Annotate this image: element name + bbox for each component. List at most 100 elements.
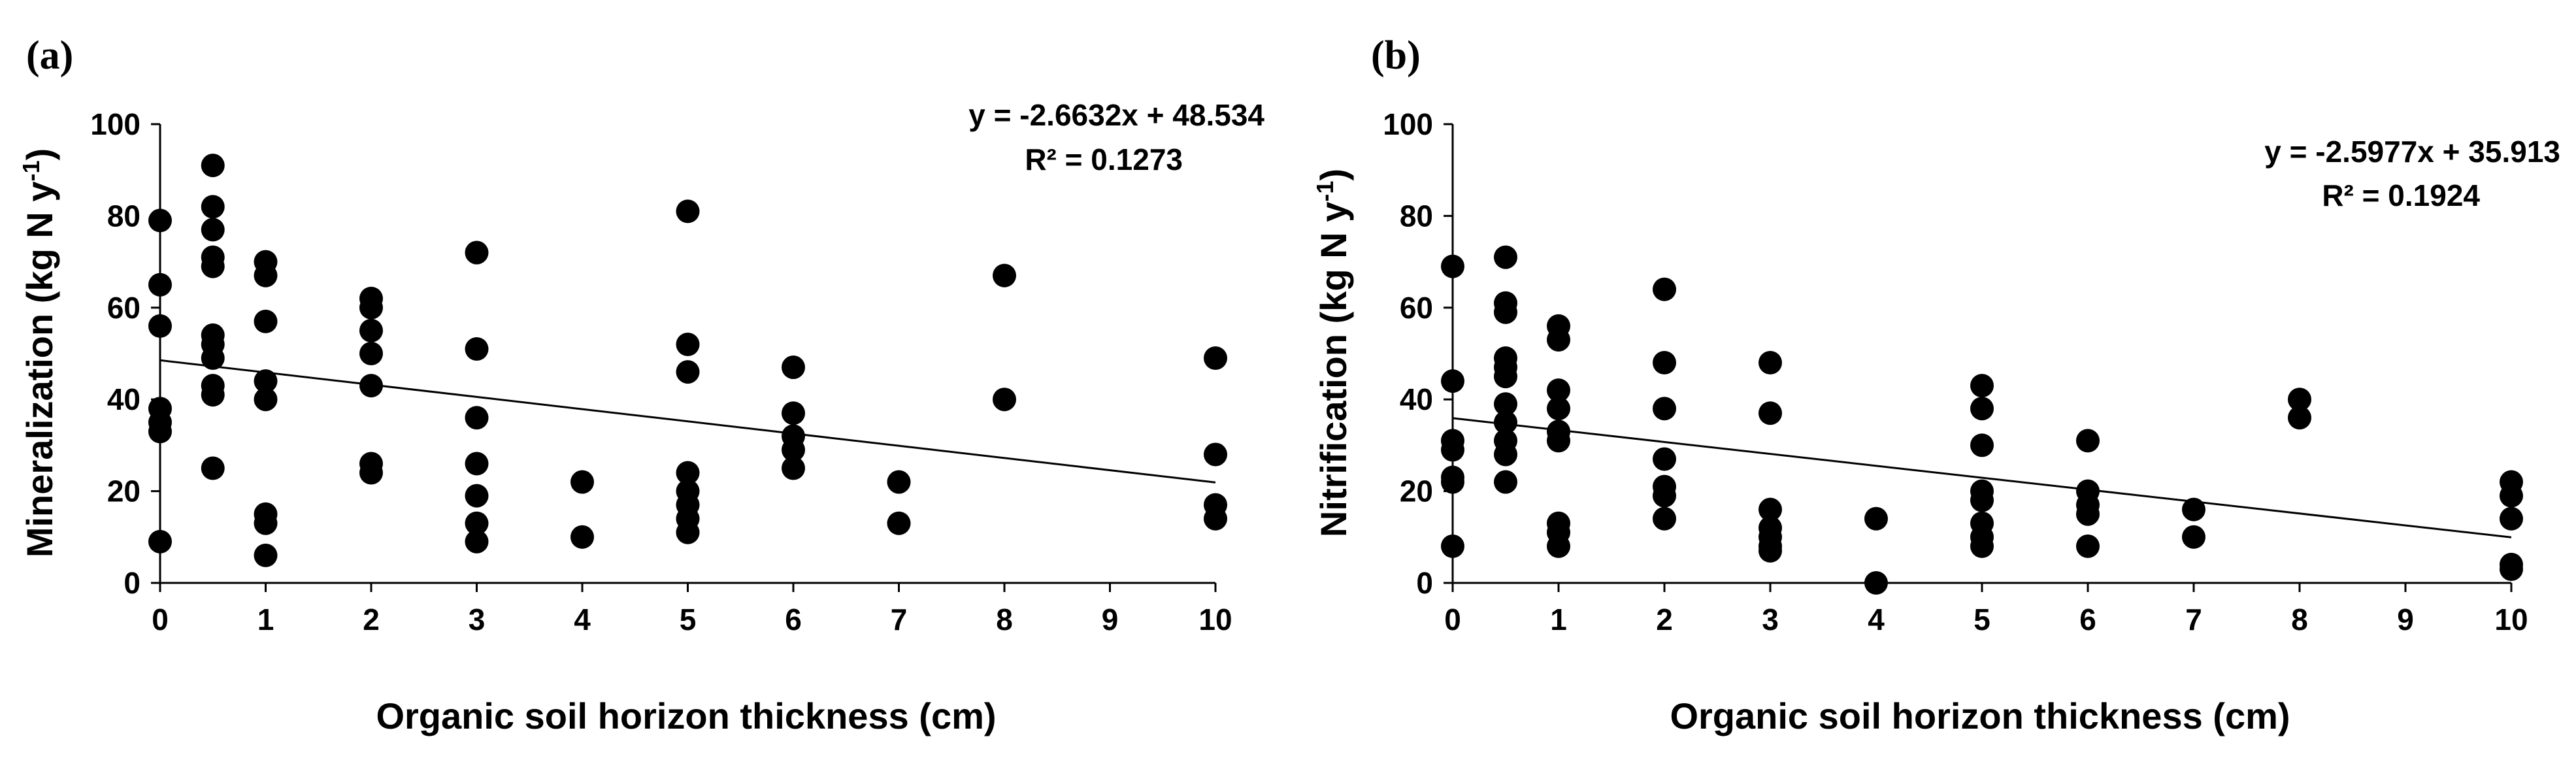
data-point (2288, 388, 2311, 412)
data-point (1970, 397, 1994, 421)
data-point (1970, 374, 1994, 398)
data-point (782, 438, 805, 462)
data-point (2076, 429, 2100, 453)
data-point (2076, 534, 2100, 558)
data-point (465, 337, 489, 361)
data-point (1494, 365, 1517, 389)
data-point (1547, 397, 1570, 421)
data-point (148, 208, 172, 233)
data-point (254, 263, 278, 288)
data-point (2500, 484, 2523, 508)
y-tick-label: 20 (1400, 474, 1433, 508)
data-point (1759, 497, 1782, 521)
data-point (465, 240, 489, 265)
data-point (887, 470, 911, 494)
data-point (1759, 351, 1782, 375)
x-tick-label: 2 (1656, 603, 1673, 636)
data-point (1970, 488, 1994, 512)
data-point (254, 543, 278, 567)
x-tick-label: 4 (1868, 603, 1885, 636)
data-point (254, 369, 278, 393)
data-point (1759, 401, 1782, 425)
data-point (148, 529, 172, 553)
data-point (1864, 506, 1888, 531)
data-point (359, 318, 383, 342)
data-point (1494, 470, 1517, 494)
data-point (254, 511, 278, 535)
x-tick-label: 9 (2397, 603, 2414, 636)
data-point (2500, 506, 2523, 531)
x-tick-label: 8 (2291, 603, 2308, 636)
r-squared-label: R² = 0.1273 (1025, 142, 1183, 176)
data-point (1547, 327, 1570, 352)
trendline-equation: y = -2.6632x + 48.534 (968, 98, 1264, 132)
data-point (465, 511, 489, 535)
data-point (1653, 484, 1676, 508)
trendline (1452, 417, 2512, 538)
y-tick-label: 40 (1400, 382, 1433, 416)
data-point (1547, 378, 1570, 403)
data-point (359, 461, 383, 485)
data-point (148, 273, 172, 297)
data-point (782, 401, 805, 425)
data-point (782, 355, 805, 380)
data-point (2500, 557, 2523, 581)
data-point (993, 388, 1016, 412)
data-point (148, 314, 172, 338)
data-point (1441, 534, 1464, 558)
x-tick-label: 0 (1444, 603, 1461, 636)
data-point (1970, 433, 1994, 457)
data-point (676, 520, 700, 544)
data-point (1204, 442, 1227, 467)
data-point (887, 511, 911, 535)
y-tick-label: 100 (90, 107, 140, 141)
data-point (465, 452, 489, 476)
trendline (159, 359, 1216, 484)
x-axis-title: Organic soil horizon thickness (cm) (376, 695, 996, 736)
x-tick-label: 5 (680, 603, 697, 636)
y-tick-label: 100 (1383, 107, 1433, 141)
data-point (1494, 392, 1517, 416)
data-point (465, 529, 489, 553)
data-point (2076, 502, 2100, 526)
y-axis-title: Nitrification (kg N y-1) (1312, 169, 1354, 537)
x-tick-label: 9 (1102, 603, 1119, 636)
panel-label: (b) (1371, 33, 1421, 78)
data-point (1547, 534, 1570, 558)
data-point (201, 383, 225, 407)
data-point (676, 360, 700, 384)
data-point (1653, 447, 1676, 471)
x-tick-label: 10 (1198, 603, 1232, 636)
data-point (1494, 300, 1517, 324)
data-point (1970, 534, 1994, 558)
y-tick-label: 60 (1400, 291, 1433, 325)
data-point (1494, 442, 1517, 467)
x-tick-label: 10 (2494, 603, 2528, 636)
data-point (465, 406, 489, 430)
x-tick-label: 7 (2185, 603, 2202, 636)
data-point (1441, 470, 1464, 494)
x-tick-label: 1 (257, 603, 274, 636)
chart-panel-a: (a) Mineralization (kg N y-1) Organic so… (18, 33, 1264, 736)
data-point (1204, 506, 1227, 531)
y-tick-label: 0 (1416, 566, 1433, 600)
data-point (676, 461, 700, 485)
data-point (1653, 506, 1676, 531)
y-tick-label: 80 (107, 199, 140, 233)
x-tick-label: 8 (996, 603, 1013, 636)
data-point (201, 346, 225, 371)
x-tick-label: 6 (785, 603, 802, 636)
data-point (570, 525, 594, 549)
y-tick-label: 20 (107, 474, 140, 508)
data-point (1653, 397, 1676, 421)
y-tick-label: 0 (124, 566, 140, 600)
data-point (359, 374, 383, 398)
data-point (359, 295, 383, 320)
data-point (201, 195, 225, 219)
x-tick-label: 2 (363, 603, 380, 636)
data-point (782, 456, 805, 480)
data-point (201, 254, 225, 278)
data-point (1653, 351, 1676, 375)
chart-panel-b: (b) Nitrification (kg N y-1) Organic soi… (1312, 33, 2560, 736)
x-tick-label: 7 (891, 603, 908, 636)
